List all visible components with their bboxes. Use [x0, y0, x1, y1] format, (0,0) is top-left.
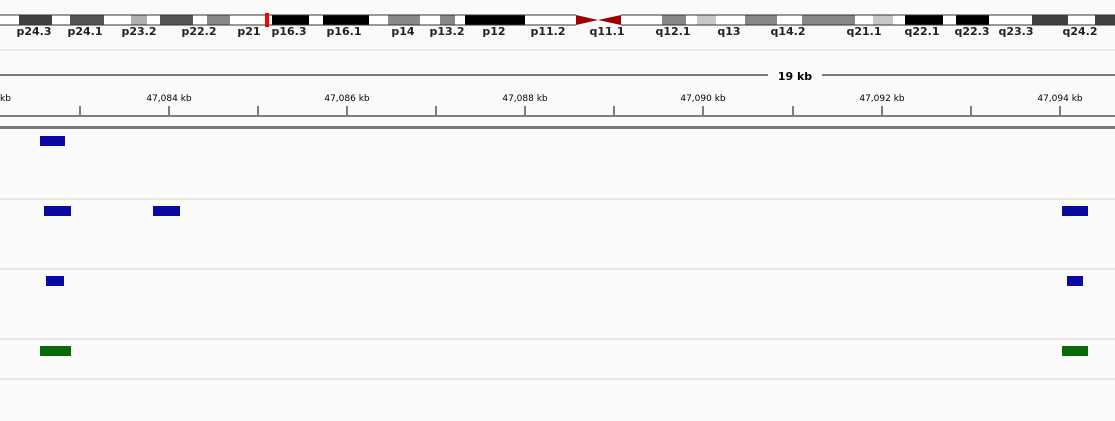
ideogram-band-p16-1[interactable]: [323, 15, 369, 25]
ideogram-band-fill: [873, 15, 893, 25]
panel-divider: [0, 126, 1115, 129]
ideogram-band-q24-2[interactable]: [1032, 15, 1068, 25]
ideogram-band-fill: [193, 15, 207, 25]
track-2-feature[interactable]: [153, 206, 180, 216]
ideogram-label: q22.1: [904, 25, 939, 38]
track-3-feature[interactable]: [1067, 276, 1083, 286]
ruler-tick-label: 47,092 kb: [859, 94, 905, 104]
ideogram-band-fill: [230, 15, 266, 25]
ideogram-label: p12: [482, 25, 505, 38]
ideogram-band-fill: [309, 15, 323, 25]
ideogram-label: q24.2: [1062, 25, 1097, 38]
track-2-feature[interactable]: [1062, 206, 1088, 216]
ideogram-band-q12-1[interactable]: [662, 15, 686, 25]
ideogram-band-p23-2[interactable]: [131, 15, 147, 25]
ruler-tick-label: 47,084 kb: [146, 94, 192, 104]
ideogram-label: p16.3: [271, 25, 306, 38]
ideogram-band-p11-2[interactable]: [525, 15, 576, 25]
span-label: 19 kb: [778, 70, 812, 83]
ideogram-band-fill: [104, 15, 131, 25]
ideogram-label: p14: [391, 25, 415, 38]
centromere-q-arm: [598, 15, 621, 25]
ideogram-band-fill: [1068, 15, 1095, 25]
ideogram-band-q21-1[interactable]: [802, 15, 855, 25]
ideogram-band-fill: [147, 15, 160, 25]
ideogram-band-fill: [0, 15, 19, 25]
ideogram-band-q13[interactable]: [697, 15, 716, 25]
ideogram-label: q13: [717, 25, 740, 38]
ideogram-band-q14-2[interactable]: [745, 15, 777, 25]
ideogram-band-fill: [716, 15, 745, 25]
ideogram-band-p24-3[interactable]: [19, 15, 52, 25]
ideogram-band-fill: [52, 15, 70, 25]
ideogram-label: q11.1: [589, 25, 624, 38]
track-4-feature[interactable]: [1062, 346, 1088, 356]
ideogram-band-fill: [686, 15, 697, 25]
ideogram-outline: [0, 14, 1115, 26]
ideogram-band-p14[interactable]: [388, 15, 420, 25]
ideogram-label: p24.1: [67, 25, 102, 38]
ideogram-band-fill: [1095, 15, 1115, 25]
track-2-feature[interactable]: [44, 206, 71, 216]
ideogram-label: p22.2: [181, 25, 216, 38]
current-region-marker[interactable]: [265, 13, 269, 27]
ideogram-band-fill: [943, 15, 956, 25]
ruler-left-label: kb: [0, 94, 11, 104]
ruler-tick-label: 47,094 kb: [1037, 94, 1083, 104]
ideogram-band-fill: [455, 15, 465, 25]
ruler-tick-label: 47,090 kb: [680, 94, 726, 104]
ideogram-band-q22-3[interactable]: [956, 15, 989, 25]
ideogram-band-p24-1[interactable]: [70, 15, 104, 25]
track-1-feature[interactable]: [40, 136, 65, 146]
ruler-tick-label: 47,088 kb: [502, 94, 548, 104]
ideogram-band-p21[interactable]: [207, 15, 230, 25]
ideogram-label: p13.2: [429, 25, 464, 38]
ideogram-label: p21: [237, 25, 260, 38]
ideogram-band-fill: [777, 15, 802, 25]
track-4-feature[interactable]: [40, 346, 71, 356]
ideogram-band-p13-2[interactable]: [440, 15, 455, 25]
ideogram-band-p16-3[interactable]: [272, 15, 309, 25]
ideogram-band-q23-3[interactable]: [1002, 15, 1032, 25]
ideogram-band-fill: [420, 15, 440, 25]
ideogram-band-fill: [855, 15, 873, 25]
ruler-tick-label: 47,086 kb: [324, 94, 370, 104]
ideogram-band-fill: [989, 15, 1002, 25]
ideogram-label: p23.2: [121, 25, 156, 38]
ideogram-label: p24.3: [16, 25, 51, 38]
ideogram-label: q23.3: [998, 25, 1033, 38]
ideogram-label: q12.1: [655, 25, 690, 38]
centromere-p-arm: [576, 15, 598, 25]
ideogram-band-p22-2[interactable]: [160, 15, 193, 25]
ideogram-band-fill: [893, 15, 905, 25]
ideogram-label: q14.2: [770, 25, 805, 38]
ideogram-label: q21.1: [846, 25, 881, 38]
ideogram-band-p12[interactable]: [465, 15, 525, 25]
ideogram-band-fill: [621, 15, 662, 25]
track-3-feature[interactable]: [46, 276, 64, 286]
ideogram-band-q22-1[interactable]: [905, 15, 943, 25]
ideogram-band-fill: [369, 15, 388, 25]
ideogram-label: p11.2: [530, 25, 565, 38]
ideogram-label: p16.1: [326, 25, 361, 38]
ideogram-label: q22.3: [954, 25, 989, 38]
